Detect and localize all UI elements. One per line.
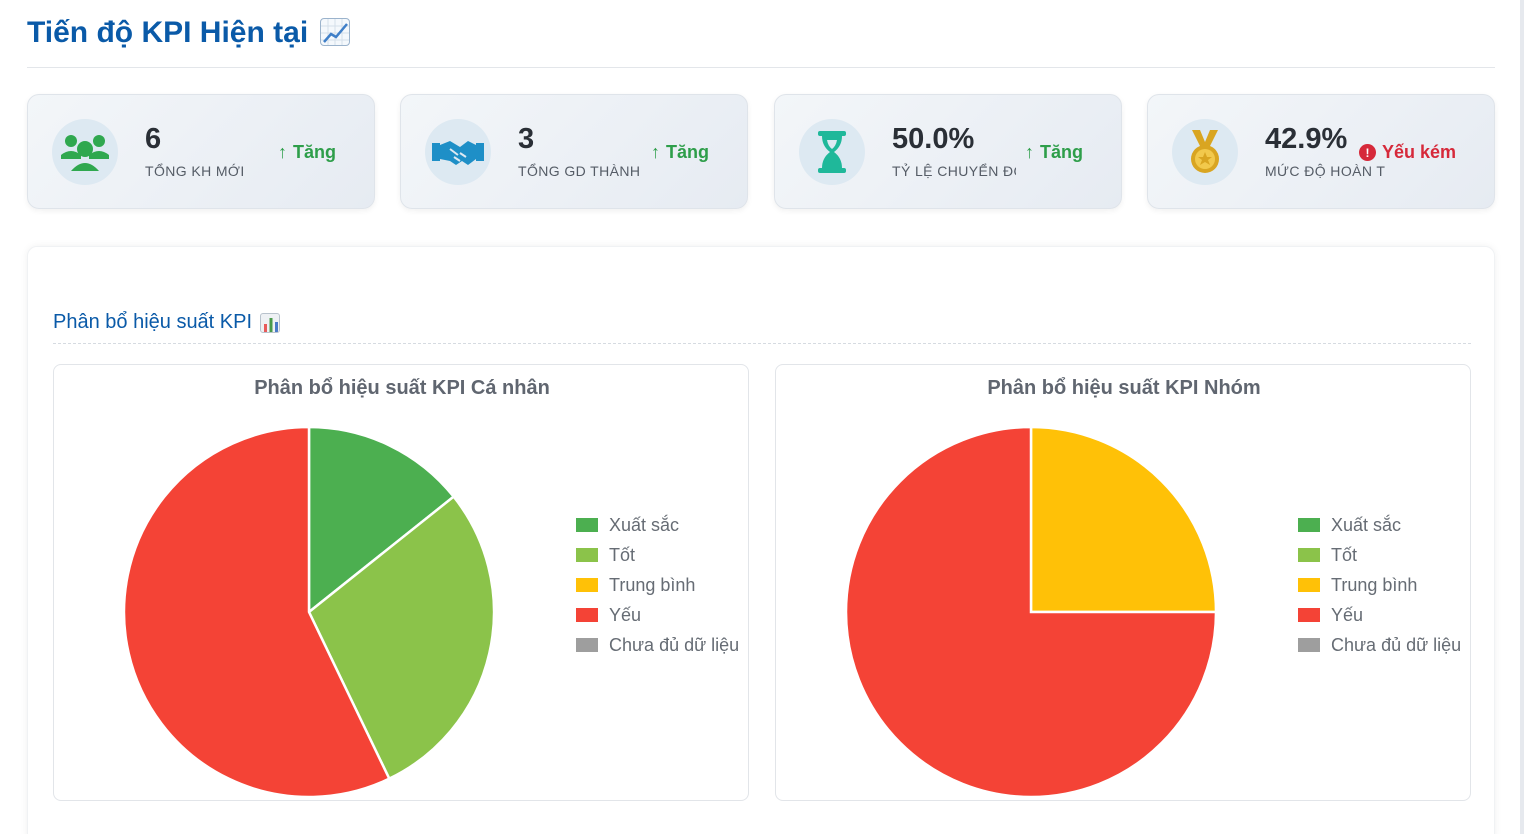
kpi-card-successful-deals[interactable]: 3 TỔNG GD THÀNH C ↑ Tăng: [400, 94, 748, 209]
kpi-label: MỨC ĐỘ HOÀN T: [1265, 163, 1386, 179]
trend-indicator: ↑ Tăng: [651, 142, 709, 163]
hourglass-icon: [799, 119, 865, 185]
handshake-icon: [425, 119, 491, 185]
legend-label: Trung bình: [609, 574, 696, 595]
trend-indicator: ↑ Tăng: [278, 142, 336, 163]
kpi-label: TỔNG KH MỚI: [145, 163, 245, 179]
bar-chart-icon: [260, 312, 281, 333]
chart-increasing-icon: [320, 18, 351, 46]
legend-label: Trung bình: [1331, 574, 1418, 595]
pie-slice-tốt[interactable]: [307, 494, 496, 781]
legend-item[interactable]: Yếu: [576, 600, 739, 630]
pie-slice-trung-bình[interactable]: [1029, 425, 1218, 614]
arrow-up-icon: ↑: [1025, 142, 1034, 162]
pie-slice-yếu[interactable]: [122, 425, 391, 799]
page-title: Tiến độ KPI Hiện tại: [27, 16, 309, 49]
arrow-up-icon: ↑: [651, 142, 660, 162]
chart-team: Phân bổ hiệu suất KPI Nhóm Xuất sắc Tốt …: [775, 364, 1471, 801]
trend-text: Yếu kém: [1381, 142, 1456, 162]
legend-label: Tốt: [609, 544, 636, 565]
pie-chart-team: [844, 425, 1218, 799]
legend-label: Chưa đủ dữ liệu: [1331, 634, 1462, 655]
legend-label: Yếu: [609, 604, 642, 625]
legend-item[interactable]: Trung bình: [1298, 570, 1461, 600]
legend-item[interactable]: Tốt: [1298, 540, 1461, 570]
legend-swatch: [1298, 518, 1320, 532]
chart-legend: Xuất sắc Tốt Trung bình Yếu Chưa đủ dữ l…: [576, 510, 739, 660]
kpi-label: TỔNG GD THÀNH C: [518, 163, 642, 179]
kpi-value: 3: [518, 123, 535, 155]
legend-label: Xuất sắc: [609, 514, 680, 535]
legend-swatch: [576, 608, 598, 622]
section-title-text: Phân bổ hiệu suất KPI: [53, 311, 253, 333]
legend-label: Tốt: [1331, 544, 1358, 565]
section-title: Phân bổ hiệu suất KPI: [53, 311, 281, 334]
kpi-value: 50.0%: [892, 123, 975, 155]
legend-swatch: [1298, 548, 1320, 562]
legend-label: Xuất sắc: [1331, 514, 1402, 535]
legend-item[interactable]: Xuất sắc: [1298, 510, 1461, 540]
kpi-distribution-panel: Phân bổ hiệu suất KPI Phân bổ hiệu suất …: [27, 246, 1495, 834]
legend-label: Chưa đủ dữ liệu: [609, 634, 740, 655]
pie-slice-yếu[interactable]: [844, 425, 1218, 799]
legend-item[interactable]: Yếu: [1298, 600, 1461, 630]
kpi-value: 42.9%: [1265, 123, 1348, 155]
chart-legend: Xuất sắc Tốt Trung bình Yếu Chưa đủ dữ l…: [1298, 510, 1461, 660]
pie-slice-xuất-sắc[interactable]: [307, 425, 456, 615]
kpi-value: 6: [145, 123, 162, 155]
kpi-card-new-customers[interactable]: 6 TỔNG KH MỚI ↑ Tăng: [27, 94, 375, 209]
kpi-summary-cards: 6 TỔNG KH MỚI ↑ Tăng 3 TỔNG GD THÀNH C ↑…: [27, 94, 1495, 209]
chart-title: Phân bổ hiệu suất KPI Nhóm: [987, 377, 1261, 399]
page-header: Tiến độ KPI Hiện tại: [27, 14, 1495, 68]
legend-label: Yếu: [1331, 604, 1364, 625]
users-icon: [52, 119, 118, 185]
legend-swatch: [576, 518, 598, 532]
scrollbar-track[interactable]: [1520, 0, 1524, 834]
pie-chart-individual: [122, 425, 496, 799]
trend-indicator: ↑ Tăng: [1025, 142, 1083, 163]
kpi-card-conversion-rate[interactable]: 50.0% TỶ LỆ CHUYỂN ĐỔI ↑ Tăng: [774, 94, 1122, 209]
legend-item[interactable]: Tốt: [576, 540, 739, 570]
legend-item[interactable]: Trung bình: [576, 570, 739, 600]
legend-swatch: [576, 578, 598, 592]
kpi-card-completion-level[interactable]: 42.9% MỨC ĐỘ HOÀN T ! Yếu kém: [1147, 94, 1495, 209]
legend-swatch: [1298, 608, 1320, 622]
kpi-label: TỶ LỆ CHUYỂN ĐỔI: [892, 163, 1016, 179]
legend-swatch: [1298, 578, 1320, 592]
legend-item[interactable]: Xuất sắc: [576, 510, 739, 540]
trend-text: Tăng: [293, 142, 336, 162]
legend-swatch: [576, 638, 598, 652]
legend-swatch: [1298, 638, 1320, 652]
legend-item[interactable]: Chưa đủ dữ liệu: [1298, 630, 1461, 660]
legend-item[interactable]: Chưa đủ dữ liệu: [576, 630, 739, 660]
trend-indicator: ! Yếu kém: [1358, 142, 1456, 163]
section-divider: [53, 343, 1471, 344]
alert-icon: !: [1358, 144, 1376, 161]
trend-text: Tăng: [666, 142, 709, 162]
trend-text: Tăng: [1040, 142, 1083, 162]
arrow-up-icon: ↑: [278, 142, 287, 162]
chart-title: Phân bổ hiệu suất KPI Cá nhân: [254, 377, 550, 399]
medal-icon: [1172, 119, 1238, 185]
legend-swatch: [576, 548, 598, 562]
chart-individual: Phân bổ hiệu suất KPI Cá nhân Xuất sắc T…: [53, 364, 749, 801]
